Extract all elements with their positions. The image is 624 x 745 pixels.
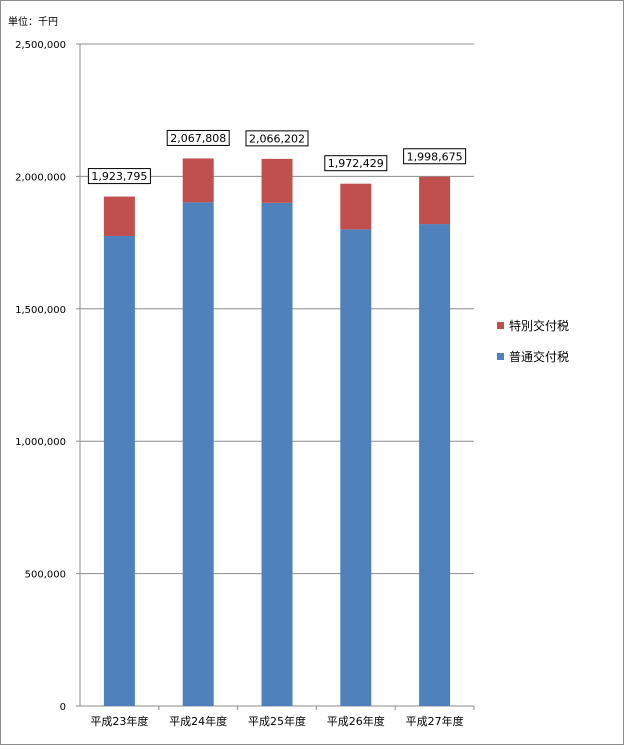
total-label: 2,067,808: [170, 132, 226, 145]
legend-label: 特別交付税: [509, 318, 569, 333]
y-tick-label: 1,000,000: [15, 437, 66, 448]
legend-label: 普通交付税: [509, 349, 569, 364]
y-tick-label: 2,500,000: [15, 40, 66, 51]
bar-segment: [419, 224, 451, 706]
total-label: 1,998,675: [407, 150, 463, 163]
total-label-box: [324, 155, 388, 172]
x-category-label: 平成27年度: [406, 714, 464, 728]
total-label-box: [403, 148, 467, 165]
bar-segment: [340, 183, 372, 230]
y-tick-label: 500,000: [25, 570, 66, 581]
total-label-box: [87, 168, 151, 185]
total-label-box: [245, 130, 309, 147]
bar-segment: [182, 202, 214, 706]
bar-segment: [182, 158, 214, 203]
total-label-box: [166, 129, 230, 146]
y-tick-label: 1,500,000: [15, 305, 66, 316]
bar-segment: [103, 235, 135, 707]
total-label: 2,066,202: [249, 132, 305, 145]
bar-segment: [419, 176, 451, 225]
x-category-label: 平成25年度: [248, 714, 306, 728]
y-tick-label: 2,000,000: [15, 172, 66, 183]
y-tick-label: 0: [60, 702, 66, 713]
x-category-label: 平成23年度: [90, 714, 148, 728]
bar-segment: [340, 229, 372, 707]
bar-segment: [103, 196, 135, 236]
legend-swatch: [497, 322, 504, 329]
total-label: 1,972,429: [328, 157, 384, 170]
bar-segment: [261, 202, 293, 706]
total-label: 1,923,795: [91, 170, 147, 183]
unit-label: 単位：千円: [8, 17, 58, 28]
legend-swatch: [497, 353, 504, 360]
x-category-label: 平成24年度: [169, 714, 227, 728]
x-category-label: 平成26年度: [327, 714, 385, 728]
bar-segment: [261, 158, 293, 203]
